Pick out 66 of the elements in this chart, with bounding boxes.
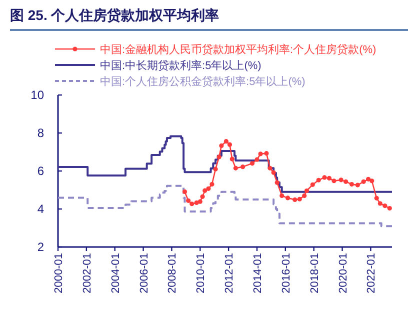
point [326,176,332,181]
point [230,156,234,162]
point [344,179,348,184]
point [182,189,188,194]
point [206,186,211,191]
point [297,196,302,202]
point [361,179,366,184]
point [198,199,202,204]
point [387,206,392,211]
point [271,170,276,175]
chart-title: 图 25. 个人住房贷款加权平均利率 [10,7,220,23]
x-tick-label: 2014-01 [252,253,264,294]
y-tick-label: 10 [30,88,44,102]
x-tick-label: 2006-01 [138,253,150,294]
point [268,166,272,170]
x-tick-label: 2004-01 [110,253,122,294]
x-tick-label: 2016-01 [280,253,292,294]
point [378,201,382,206]
point [366,176,371,182]
point [322,175,327,180]
point [304,188,310,194]
point [186,198,191,203]
point [224,139,228,144]
point [213,166,218,172]
point [374,196,379,200]
point [258,152,263,156]
x-tick-label: 2008-01 [166,253,179,294]
point [316,178,321,182]
x-tick-label: 2022-01 [366,253,378,294]
point [227,142,232,147]
point [285,196,290,200]
point [254,157,260,162]
y-tick-label: 6 [37,164,44,178]
y-tick-label: 8 [37,126,44,140]
legend-label: 中国:个人住房公积金贷款利率:5年以上(%) [100,75,306,88]
point [280,193,284,198]
point [190,202,194,206]
point [202,188,208,193]
point [310,182,315,187]
point [264,151,269,156]
point [302,193,307,198]
legend-label: 中国:金融机构人民币贷款加权平均利率:个人住房贷款(%) [100,43,376,56]
point [292,197,298,202]
point [355,182,360,188]
x-tick-label: 2018-01 [308,253,321,294]
point [200,194,205,199]
legend-label: 中国:中长期贷款利率:5年以上(%) [100,59,262,72]
point [274,180,280,185]
y-tick-label: 2 [37,240,44,254]
x-tick-label: 2000-01 [53,253,65,294]
point [370,178,374,184]
point [382,203,388,208]
y-tick-label: 4 [37,202,44,216]
point [240,164,246,170]
point [219,143,224,148]
x-tick-label: 2002-01 [81,253,94,294]
point [210,182,214,187]
point [216,154,222,160]
point [349,182,354,187]
x-tick-label: 2010-01 [195,253,208,294]
point [233,166,238,170]
point [338,178,344,182]
x-tick-label: 2020-01 [337,253,350,294]
point [332,178,336,184]
x-tick-label: 2012-01 [224,253,236,294]
point [250,161,255,166]
